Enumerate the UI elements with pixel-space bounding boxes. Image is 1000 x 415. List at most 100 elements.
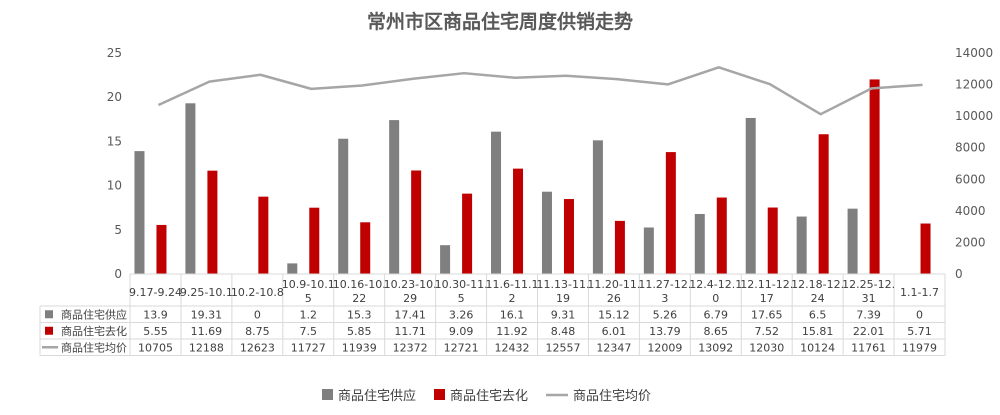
category-label: 26 [607, 292, 621, 305]
table-row-label: 商品住宅供应 [61, 307, 127, 321]
table-cell: 3.26 [449, 308, 474, 321]
category-label: 12.18-12. [791, 278, 844, 291]
category-label: 0 [712, 292, 719, 305]
table-cell: 12432 [495, 341, 530, 354]
table-cell: 11.69 [191, 325, 223, 338]
right-axis-tick-label: 6000 [955, 172, 986, 186]
line-avg-price [157, 66, 923, 116]
left-axis-tick-label: 25 [107, 46, 122, 60]
left-axis-tick-label: 5 [114, 223, 122, 237]
right-axis-tick-label: 8000 [955, 141, 986, 155]
category-label: 5 [305, 292, 312, 305]
table-cell: 6.79 [704, 308, 729, 321]
table-cell: 15.12 [598, 308, 630, 321]
table-legend-key [45, 326, 53, 335]
bar-sales [767, 207, 778, 274]
right-axis-tick-label: 0 [955, 267, 963, 281]
table-cell: 13.79 [649, 325, 681, 338]
data-table: 9.17-9.249.25-10.110.2-10.810.9-10.1510.… [39, 273, 946, 356]
table-row-label: 商品住宅去化 [61, 324, 127, 338]
bar-sales [513, 168, 524, 274]
category-label: 1.1-1.7 [900, 286, 939, 299]
bar-sales [462, 193, 473, 274]
bar-sales [818, 134, 829, 274]
bar-supply [847, 208, 858, 274]
bar-supply [134, 151, 145, 274]
bar-sales [563, 199, 574, 274]
category-label: 10.9-10.1 [282, 278, 335, 291]
category-label: 12.4-12.1 [689, 278, 742, 291]
category-label: 2 [509, 292, 516, 305]
category-label: 5 [458, 292, 465, 305]
bar-sales [258, 196, 269, 274]
table-cell: 11727 [291, 341, 326, 354]
table-cell: 15.81 [802, 325, 834, 338]
category-label: 11.20-11. [587, 278, 640, 291]
table-cell: 8.65 [704, 325, 729, 338]
table-cell: 7.5 [300, 325, 318, 338]
right-axis-tick-label: 4000 [955, 204, 986, 218]
table-cell: 17.41 [394, 308, 426, 321]
bar-sales [309, 207, 320, 274]
bar-supply [338, 138, 349, 274]
category-label: 9.17-9.24 [129, 286, 182, 299]
bar-sales [716, 197, 727, 274]
table-cell: 6.01 [602, 325, 627, 338]
bar-supply [592, 140, 603, 274]
category-label: 10.16-10. [333, 278, 386, 291]
bar-supply [287, 263, 298, 274]
table-cell: 11979 [902, 341, 937, 354]
table-cell: 22.01 [853, 325, 885, 338]
bar-sales [665, 152, 676, 274]
right-axis-tick-label: 12000 [955, 78, 993, 92]
table-row-label: 商品住宅均价 [61, 340, 127, 354]
table-cell: 0 [916, 308, 923, 321]
table-cell: 10124 [800, 341, 835, 354]
table-cell: 1.2 [300, 308, 318, 321]
chart-title: 常州市区商品住宅周度供销走势 [367, 10, 633, 33]
table-cell: 12623 [240, 341, 275, 354]
table-cell: 16.1 [500, 308, 525, 321]
bar-sales [869, 79, 880, 274]
bar-supply [185, 103, 196, 275]
table-cell: 13.9 [143, 308, 168, 321]
left-axis-tick-label: 15 [107, 134, 122, 148]
legend-key [434, 389, 445, 400]
right-axis-tick-label: 10000 [955, 109, 993, 123]
category-label: 10.2-10.8 [231, 286, 284, 299]
category-label: 12.11-12. [740, 278, 793, 291]
bar-supply [541, 191, 552, 274]
table-cell: 13092 [698, 341, 733, 354]
bar-supply [491, 131, 502, 274]
left-y-axis: 0 5 10 15 20 25 [107, 46, 122, 281]
legend-label: 商品住宅供应 [338, 388, 416, 404]
table-cell: 5.55 [143, 325, 168, 338]
left-axis-tick-label: 0 [114, 267, 122, 281]
left-axis-tick-label: 10 [107, 179, 122, 193]
table-cell: 11.71 [394, 325, 426, 338]
bar-series-group [130, 79, 945, 275]
category-label: 9.25-10.1 [180, 286, 233, 299]
category-label: 12.25-12. [842, 278, 895, 291]
table-cell: 12557 [545, 341, 580, 354]
bar-supply [796, 216, 807, 274]
right-axis-tick-label: 2000 [955, 235, 986, 249]
bar-supply [389, 120, 400, 274]
table-cell: 7.52 [754, 325, 779, 338]
bar-sales [614, 220, 625, 274]
table-cell: 5.85 [347, 325, 372, 338]
line-series-group [157, 66, 923, 116]
table-cell: 12372 [393, 341, 428, 354]
table-cell: 9.31 [551, 308, 576, 321]
bar-supply [694, 213, 705, 274]
table-cell: 11.92 [496, 325, 528, 338]
table-cell: 11761 [851, 341, 886, 354]
table-cell: 12030 [749, 341, 784, 354]
table-cell: 7.39 [856, 308, 881, 321]
bar-sales [360, 222, 371, 274]
table-cell: 8.48 [551, 325, 576, 338]
table-cell: 17.65 [751, 308, 783, 321]
table-legend-key [45, 310, 53, 319]
